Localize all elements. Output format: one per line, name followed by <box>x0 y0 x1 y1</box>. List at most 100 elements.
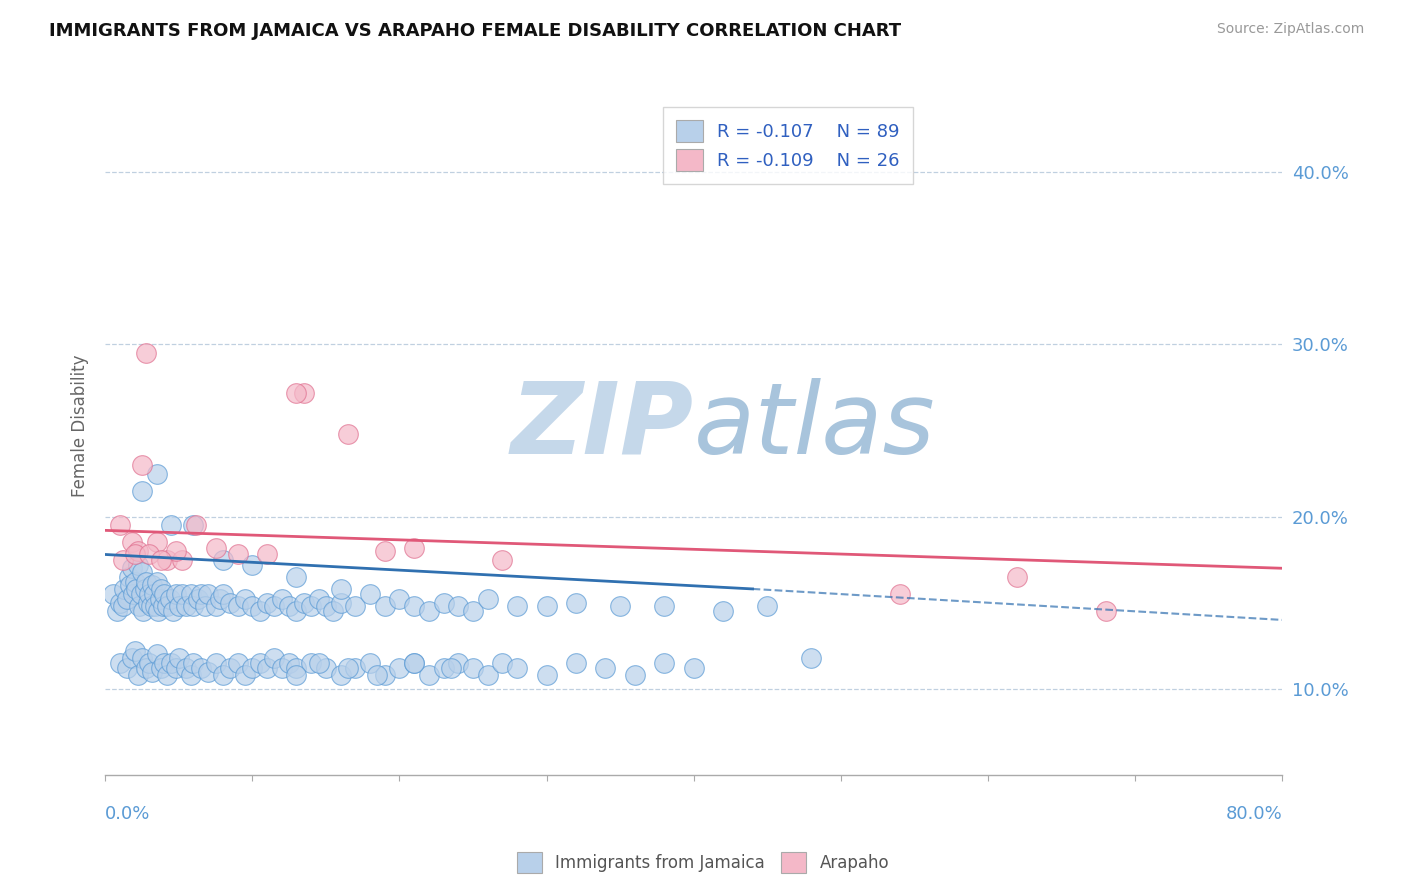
Point <box>128 599 150 614</box>
Point <box>124 548 146 562</box>
Point <box>270 592 292 607</box>
Point <box>418 668 440 682</box>
Point <box>240 661 263 675</box>
Point <box>404 599 426 614</box>
Point <box>336 426 359 441</box>
Point <box>270 661 292 675</box>
Point <box>240 558 263 572</box>
Point <box>491 656 513 670</box>
Point <box>299 656 322 670</box>
Point <box>129 587 152 601</box>
Point <box>108 656 131 670</box>
Point <box>344 599 367 614</box>
Point <box>117 661 139 675</box>
Point <box>388 592 411 607</box>
Point <box>285 661 308 675</box>
Point <box>219 596 242 610</box>
Point <box>595 661 617 675</box>
Point <box>183 656 205 670</box>
Point <box>212 587 235 601</box>
Point <box>187 592 209 607</box>
Point <box>1007 570 1029 584</box>
Point <box>388 661 411 675</box>
Point <box>315 599 337 614</box>
Point <box>112 582 135 596</box>
Point <box>194 599 217 614</box>
Point <box>278 599 301 614</box>
Text: 80.0%: 80.0% <box>1226 805 1282 823</box>
Point <box>366 668 388 682</box>
Point <box>433 661 456 675</box>
Point <box>565 656 588 670</box>
Point <box>153 656 176 670</box>
Point <box>440 661 463 675</box>
Point <box>204 656 226 670</box>
Text: Source: ZipAtlas.com: Source: ZipAtlas.com <box>1216 22 1364 37</box>
Point <box>165 661 187 675</box>
Point <box>404 541 426 555</box>
Point <box>285 570 308 584</box>
Text: 0.0%: 0.0% <box>105 805 150 823</box>
Point <box>180 668 202 682</box>
Point <box>256 596 278 610</box>
Point <box>256 661 278 675</box>
Point <box>308 592 330 607</box>
Point <box>204 541 226 555</box>
Point <box>652 599 675 614</box>
Point <box>124 644 146 658</box>
Point <box>536 599 558 614</box>
Point <box>461 604 484 618</box>
Point <box>711 604 734 618</box>
Point <box>233 668 256 682</box>
Point <box>127 544 149 558</box>
Point <box>447 656 470 670</box>
Point <box>374 668 396 682</box>
Point <box>249 656 271 670</box>
Point <box>141 578 163 592</box>
Point <box>135 575 157 590</box>
Point <box>145 467 167 481</box>
Point <box>165 587 187 601</box>
Point <box>329 596 352 610</box>
Point <box>156 668 179 682</box>
Point <box>183 599 205 614</box>
Point <box>233 592 256 607</box>
Point <box>889 587 911 601</box>
Point <box>139 599 162 614</box>
Point <box>138 587 160 601</box>
Point <box>800 650 823 665</box>
Point <box>308 656 330 670</box>
Point <box>190 661 212 675</box>
Point <box>329 668 352 682</box>
Point <box>506 599 529 614</box>
Point <box>136 596 159 610</box>
Point <box>145 575 167 590</box>
Point <box>170 552 193 566</box>
Point <box>652 656 675 670</box>
Point <box>292 385 315 400</box>
Point <box>477 592 499 607</box>
Point <box>322 604 344 618</box>
Point <box>208 592 231 607</box>
Point <box>249 604 271 618</box>
Point <box>108 518 131 533</box>
Point <box>120 578 142 592</box>
Point <box>285 604 308 618</box>
Point <box>174 661 197 675</box>
Text: ZIP: ZIP <box>510 377 693 475</box>
Point <box>160 656 183 670</box>
Point <box>121 561 143 575</box>
Point <box>197 587 219 601</box>
Point <box>118 570 141 584</box>
Point <box>285 668 308 682</box>
Point <box>374 544 396 558</box>
Point <box>491 552 513 566</box>
Point <box>180 587 202 601</box>
Point <box>682 661 704 675</box>
Point <box>299 599 322 614</box>
Point <box>278 656 301 670</box>
Point <box>121 535 143 549</box>
Point <box>197 665 219 679</box>
Text: IMMIGRANTS FROM JAMAICA VS ARAPAHO FEMALE DISABILITY CORRELATION CHART: IMMIGRANTS FROM JAMAICA VS ARAPAHO FEMAL… <box>49 22 901 40</box>
Point <box>111 552 134 566</box>
